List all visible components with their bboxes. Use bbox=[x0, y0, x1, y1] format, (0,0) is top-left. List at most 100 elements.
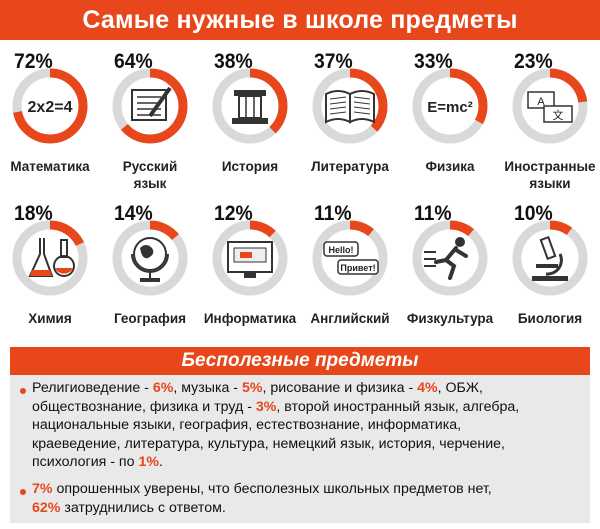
subject-label: Химия bbox=[28, 311, 72, 326]
highlight-percent: 1% bbox=[138, 454, 159, 471]
panel-text-line: краеведение, литература, культура, немец… bbox=[32, 435, 505, 454]
runner-icon bbox=[424, 237, 468, 280]
open-book-icon bbox=[325, 90, 375, 124]
highlight-percent: 3% bbox=[255, 398, 277, 415]
ring-chart bbox=[212, 68, 288, 144]
ring-value-arc bbox=[112, 68, 188, 144]
percent-value: 72% bbox=[14, 50, 53, 73]
panel-text-segment: обществознание, физика и труд - bbox=[32, 398, 256, 415]
svg-text:Привет!: Привет! bbox=[340, 263, 375, 273]
subject-item: 12% Информатика bbox=[200, 196, 300, 346]
ring-chart: E=mc² bbox=[412, 68, 488, 144]
ring-value-arc bbox=[412, 68, 488, 144]
globe-icon bbox=[131, 237, 169, 282]
subject-item: 18% Химия bbox=[0, 196, 100, 346]
percent-value: 37% bbox=[314, 50, 353, 73]
ring-chart: A文 bbox=[512, 68, 588, 144]
ring-value-arc bbox=[512, 220, 588, 296]
subject-label: Иностранные языки bbox=[504, 159, 596, 191]
subject-label: Литература bbox=[311, 159, 389, 174]
hello-bubbles-icon: Hello! Привет! bbox=[323, 241, 379, 275]
svg-text:Hello!: Hello! bbox=[328, 245, 353, 255]
subject-label: Физкультура bbox=[406, 311, 494, 326]
subject-item: 23% A 文 Иностранные языки bbox=[500, 44, 600, 194]
subject-item: 38% История bbox=[200, 44, 300, 194]
ring-value-arc bbox=[512, 68, 588, 144]
ring-value-arc bbox=[12, 68, 88, 144]
bullet-dot bbox=[20, 489, 26, 495]
subject-item: 72% 2x2=4 Математика bbox=[0, 44, 100, 194]
panel-text-segment: затруднились с ответом. bbox=[60, 499, 226, 516]
column-icon bbox=[232, 90, 268, 124]
bullet-dot bbox=[20, 388, 26, 394]
translate-cards-icon: A文 bbox=[527, 91, 573, 123]
writing-pen-icon bbox=[131, 86, 172, 121]
useless-panel: Религиоведение - 6%, музыка - 5%, рисова… bbox=[10, 375, 590, 523]
useless-title: Бесполезные предметы bbox=[10, 347, 590, 375]
ring-value-arc bbox=[412, 220, 488, 296]
panel-text-segment: , музыка - bbox=[173, 380, 242, 396]
emc2-icon: E=mc² bbox=[427, 99, 472, 116]
ring-value-arc bbox=[312, 220, 388, 296]
svg-text:E=mc²: E=mc² bbox=[427, 99, 472, 116]
flasks-icon bbox=[28, 238, 75, 277]
ring-value-arc bbox=[312, 68, 388, 144]
subject-item: 14% География bbox=[100, 196, 200, 346]
page-title: Самые нужные в школе предметы bbox=[0, 0, 600, 40]
highlight-percent: 4% bbox=[417, 380, 438, 396]
ring-chart bbox=[212, 220, 288, 296]
subject-label: Английский bbox=[310, 311, 390, 326]
ring-track bbox=[312, 220, 388, 296]
panel-text-segment: , второй иностранный язык, алгебра, bbox=[276, 398, 520, 415]
percent-value: 14% bbox=[114, 202, 153, 225]
svg-text:2x2=4: 2x2=4 bbox=[28, 99, 73, 116]
panel-text-segment: Религиоведение - bbox=[32, 380, 153, 396]
ring-value-arc bbox=[112, 220, 188, 296]
subject-item: 11% Физкультура bbox=[400, 196, 500, 346]
percent-value: 11% bbox=[414, 202, 452, 225]
percent-value: 18% bbox=[14, 202, 53, 225]
panel-text-line: 62% затруднились с ответом. bbox=[32, 499, 226, 518]
percent-value: 33% bbox=[414, 50, 453, 73]
subject-item: 10% Биология bbox=[500, 196, 600, 346]
percent-value: 10% bbox=[514, 202, 553, 225]
panel-text-segment: , рисование и физика - bbox=[262, 380, 418, 396]
subject-item: 37% Литература bbox=[300, 44, 400, 194]
ring-value-arc bbox=[12, 220, 88, 296]
formula-2x2-icon: 2x2=4 bbox=[28, 99, 73, 116]
ring-chart: Hello! Привет! bbox=[312, 220, 388, 296]
percent-value: 64% bbox=[114, 50, 153, 73]
percent-value: 11% bbox=[314, 202, 352, 225]
percent-value: 12% bbox=[214, 202, 253, 225]
ring-chart: 2x2=4 bbox=[12, 68, 88, 144]
ring-chart bbox=[112, 220, 188, 296]
panel-text-segment: национальные языки, география, естествоз… bbox=[32, 417, 462, 434]
ring-chart bbox=[112, 68, 188, 144]
ring-chart bbox=[312, 68, 388, 144]
panel-text-segment: . bbox=[158, 454, 163, 471]
subject-label: Русский язык bbox=[122, 159, 178, 191]
subject-label: История bbox=[221, 159, 279, 174]
subject-label: География bbox=[113, 311, 187, 326]
microscope-icon bbox=[532, 235, 568, 281]
monitor-icon bbox=[227, 241, 273, 278]
panel-text-line: Религиоведение - 6%, музыка - 5%, рисова… bbox=[32, 379, 483, 398]
svg-text:A: A bbox=[537, 96, 545, 108]
panel-text-segment: психология - по bbox=[32, 454, 139, 471]
ring-chart bbox=[12, 220, 88, 296]
highlight-percent: 62% bbox=[32, 499, 61, 516]
panel-text-line: национальные языки, география, естествоз… bbox=[32, 416, 461, 435]
ring-chart bbox=[512, 220, 588, 296]
panel-text-line: 7% опрошенных уверены, что бесполезных ш… bbox=[32, 480, 492, 499]
subject-label: Математика bbox=[10, 159, 90, 174]
highlight-percent: 7% bbox=[32, 481, 53, 497]
panel-text-segment: опрошенных уверены, что бесполезных школ… bbox=[52, 481, 492, 497]
subject-label: Физика bbox=[425, 159, 475, 174]
subject-label: Биология bbox=[517, 311, 583, 326]
ring-chart bbox=[412, 220, 488, 296]
ring-value-arc bbox=[212, 68, 288, 144]
panel-text-segment: краеведение, литература, культура, немец… bbox=[32, 435, 505, 452]
panel-text-segment: , ОБЖ, bbox=[437, 380, 483, 396]
subject-item: 64% Русский язык bbox=[100, 44, 200, 194]
panel-text-line: психология - по 1%. bbox=[32, 453, 163, 472]
